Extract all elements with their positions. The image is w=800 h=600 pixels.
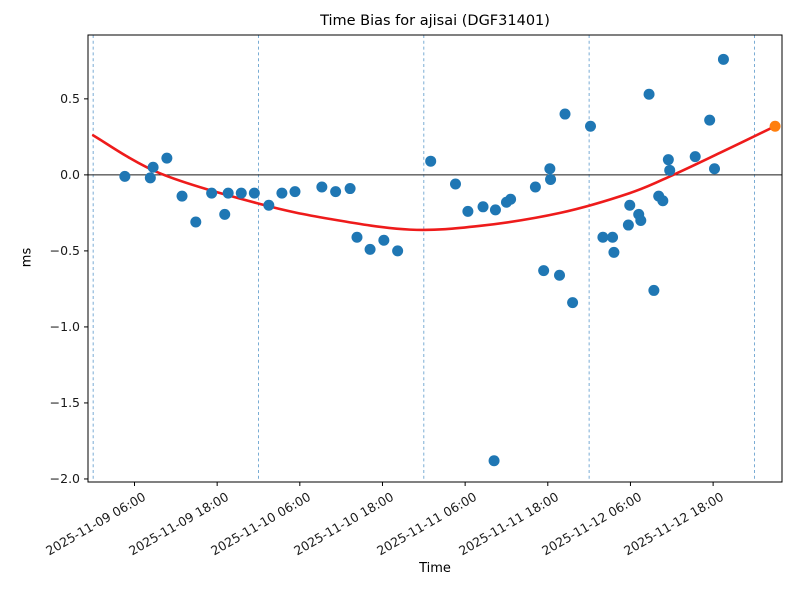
data-point — [608, 246, 620, 258]
data-point — [316, 181, 328, 193]
fit-curve — [91, 124, 777, 232]
data-point — [643, 88, 655, 100]
latest-data-point — [769, 120, 781, 132]
data-point — [607, 231, 619, 243]
chart-title: Time Bias for ajisai (DGF31401) — [320, 13, 550, 29]
data-point — [147, 161, 159, 173]
data-point — [717, 53, 729, 65]
x-axis-label: Time — [419, 561, 451, 576]
data-point — [624, 199, 636, 211]
data-point — [235, 187, 247, 199]
data-point — [635, 214, 647, 226]
data-point — [425, 155, 437, 167]
data-point — [289, 186, 301, 198]
data-point — [488, 455, 500, 467]
data-point — [505, 193, 517, 205]
y-tick-label: 0.5 — [60, 90, 80, 106]
data-point — [248, 187, 260, 199]
data-point — [489, 204, 501, 216]
plot-frame — [87, 34, 783, 483]
data-point — [449, 178, 461, 190]
data-point — [161, 152, 173, 164]
data-point — [219, 208, 231, 220]
y-tick-label: −0.5 — [49, 242, 80, 258]
data-point — [222, 187, 234, 199]
data-point — [462, 205, 474, 217]
data-point — [585, 120, 597, 132]
data-point — [119, 170, 131, 182]
data-point — [276, 187, 288, 199]
data-point — [176, 190, 188, 202]
data-point — [664, 164, 676, 176]
y-tick-label: −1.0 — [49, 318, 80, 334]
data-point — [378, 234, 390, 246]
data-point — [330, 186, 342, 198]
data-point — [657, 195, 669, 207]
data-point — [662, 154, 674, 166]
data-point — [206, 187, 218, 199]
data-point — [190, 216, 202, 228]
y-tick-label: −2.0 — [49, 470, 80, 486]
data-point — [144, 172, 156, 184]
data-point — [567, 297, 579, 309]
data-point — [529, 181, 541, 193]
data-point — [344, 183, 356, 195]
data-point — [704, 114, 716, 126]
data-point — [554, 269, 566, 281]
data-point — [263, 199, 275, 211]
data-point — [559, 108, 571, 120]
data-point — [538, 265, 550, 277]
data-point — [545, 173, 557, 185]
data-point — [392, 245, 404, 257]
data-point — [597, 231, 609, 243]
data-point — [648, 284, 660, 296]
data-point — [477, 201, 489, 213]
data-point — [364, 243, 376, 255]
data-point — [689, 151, 701, 163]
data-point — [544, 163, 556, 175]
data-point — [708, 163, 720, 175]
data-point — [622, 219, 634, 231]
y-tick-label: 0.0 — [60, 166, 80, 182]
data-point — [351, 231, 363, 243]
y-tick-label: −1.5 — [49, 394, 80, 410]
